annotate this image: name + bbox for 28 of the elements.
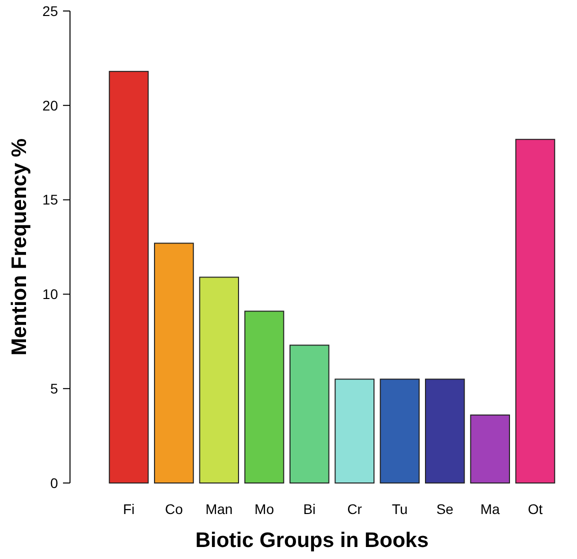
y-axis-title: Mention Frequency % (8, 138, 31, 356)
x-axis-title: Biotic Groups in Books (195, 529, 429, 552)
y-tick-label: 20 (42, 97, 58, 114)
bar (424, 378, 465, 484)
x-tick-label: Ot (528, 501, 543, 517)
x-tick-label: Man (205, 501, 233, 517)
bar (199, 276, 240, 484)
bar (515, 138, 556, 484)
bar (470, 414, 510, 484)
bar (334, 378, 374, 484)
x-tick-label: Ma (480, 501, 500, 517)
x-tick-label: Fi (122, 501, 135, 517)
y-tick-label: 15 (42, 192, 58, 208)
x-tick-label: Tu (392, 501, 408, 517)
y-tick-label: 5 (50, 380, 58, 396)
x-tick-label: Bi (303, 501, 316, 517)
bar (244, 310, 284, 484)
bar (108, 70, 149, 484)
y-tick-label: 25 (42, 2, 58, 19)
x-tick-label: Cr (347, 501, 362, 517)
bar (380, 378, 420, 484)
x-tick-label: Mo (254, 501, 274, 517)
y-tick-label: 0 (50, 474, 58, 491)
x-tick-label: Co (164, 501, 184, 517)
y-tick-label: 10 (42, 286, 58, 302)
bar (290, 344, 330, 484)
x-tick-label: Se (436, 501, 454, 517)
bar (154, 242, 194, 484)
